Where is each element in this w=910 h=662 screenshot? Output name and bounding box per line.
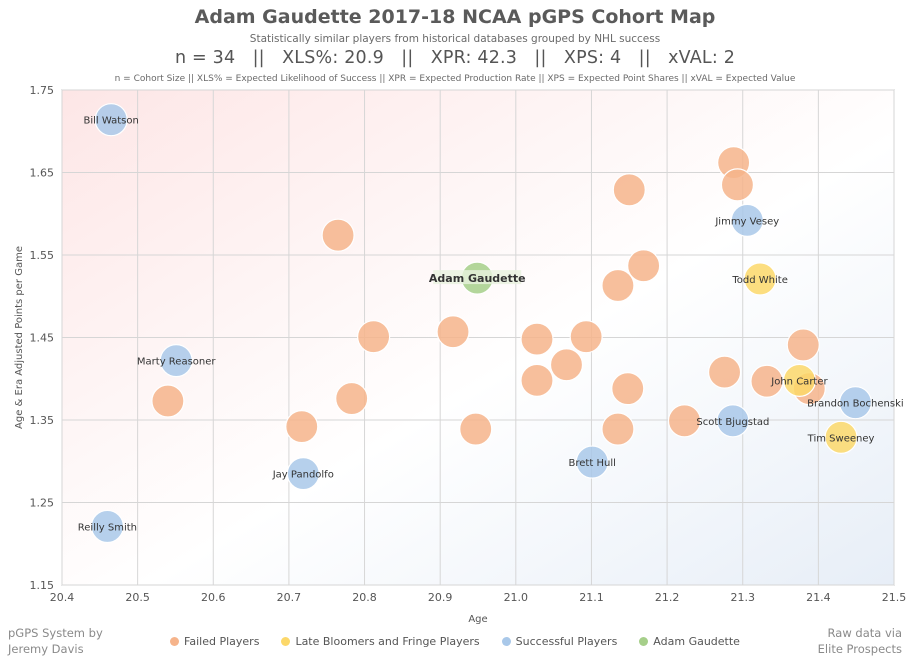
successful-point: [90, 509, 124, 544]
x-tick-label: 21.1: [579, 591, 604, 604]
failed-point: [436, 315, 470, 349]
failed-point: [627, 249, 661, 283]
gridlines: [61, 89, 895, 586]
successful-point: [575, 445, 609, 479]
y-tick-label: 1.35: [30, 414, 55, 427]
failed-point: [786, 328, 820, 362]
successful-point: [716, 404, 750, 438]
failed-point: [459, 412, 493, 446]
point-label: Tim Sweeney: [807, 433, 875, 444]
y-axis-label: Age & Era Adjusted Points per Game: [14, 246, 25, 429]
x-tick-label: 21.3: [730, 591, 755, 604]
successful-point: [159, 344, 193, 378]
x-tick-label: 20.9: [428, 591, 453, 604]
point-label: Jay Pandolfo: [272, 470, 334, 481]
point-label: Todd White: [731, 275, 787, 286]
failed-point: [569, 320, 603, 354]
point-label: Marty Reasoner: [137, 357, 216, 368]
legend-swatch: [501, 637, 511, 646]
successful-point: [286, 457, 320, 491]
failed-point: [357, 320, 391, 354]
x-tick-label: 20.7: [277, 591, 302, 604]
failed-point: [549, 348, 584, 382]
legend-item-failed: Failed Players: [170, 635, 259, 648]
failed-point: [611, 372, 645, 406]
x-tick-label: 20.4: [50, 591, 75, 604]
credit-right-line2: Elite Prospects: [817, 642, 902, 656]
point-label: John Carter: [770, 376, 828, 387]
legend-label: Successful Players: [515, 635, 618, 648]
point-labels: Todd White John Carter Tim Sweeney Bill Wat…: [78, 116, 904, 534]
point-label: Bill Watson: [83, 116, 138, 127]
failed-point: [285, 410, 319, 444]
y-tick-label: 1.15: [30, 579, 55, 592]
late-point: [782, 363, 817, 397]
point-label: Brandon Bochenski: [807, 399, 904, 410]
cohort-stats: n = 34 || XLS%: 20.9 || XPR: 42.3 || XPS…: [174, 48, 736, 68]
y-tick-label: 1.65: [30, 167, 55, 180]
axis-ticks: 20.4 20.5 20.6 20.7 20.8 20.9 21.0 21.1 21.2 21.3…: [30, 84, 907, 604]
legend-swatch: [639, 637, 649, 646]
legend-label: Adam Gaudette: [653, 635, 740, 648]
failed-point: [321, 218, 355, 252]
point-label: Jimmy Vesey: [714, 216, 779, 227]
x-tick-label: 20.6: [201, 591, 226, 604]
successful-point: [730, 203, 764, 237]
point-label: Scott Bjugstad: [696, 417, 769, 428]
y-tick-label: 1.25: [30, 497, 55, 510]
chart-subtitle: Statistically similar players from histo…: [249, 33, 661, 45]
point-label: Brett Hull: [569, 458, 616, 469]
credit-left-line2: Jeremy Davis: [8, 642, 84, 656]
failed-point: [720, 168, 755, 202]
successful-point: [94, 103, 128, 137]
data-points: [90, 103, 873, 544]
x-tick-label: 21.5: [882, 591, 907, 604]
target-label-highlight: [433, 270, 522, 285]
legend: Failed Players Late Bloomers and Fringe P…: [0, 635, 910, 648]
legend-item-target: Adam Gaudette: [639, 635, 740, 648]
legend-swatch: [170, 637, 180, 646]
point-label: Adam Gaudette: [429, 272, 526, 285]
legend-swatch: [281, 637, 291, 646]
successful-point: [838, 386, 873, 420]
x-tick-label: 21.2: [655, 591, 680, 604]
point-label: Reilly Smith: [78, 522, 137, 533]
x-tick-label: 21.0: [504, 591, 529, 604]
legend-item-late: Late Bloomers and Fringe Players: [281, 635, 480, 648]
y-tick-label: 1.75: [30, 84, 55, 97]
failed-point: [520, 322, 554, 356]
failed-point: [667, 404, 702, 438]
abbreviation-note: n = Cohort Size || XLS% = Expected Likel…: [114, 74, 796, 84]
failed-point: [601, 412, 635, 446]
x-tick-label: 20.5: [125, 591, 150, 604]
x-tick-label: 21.4: [806, 591, 831, 604]
late-point: [743, 262, 777, 296]
credit-right-line1: Raw data via: [827, 626, 902, 640]
legend-label: Failed Players: [184, 635, 260, 648]
chart-title: Adam Gaudette 2017-18 NCAA pGPS Cohort M…: [194, 6, 716, 28]
credit-right: Raw data via Elite Prospects: [818, 625, 902, 657]
legend-label: Late Bloomers and Fringe Players: [295, 635, 480, 648]
credit-left-line1: pGPS System by: [8, 626, 103, 640]
y-tick-label: 1.55: [30, 249, 55, 262]
y-tick-label: 1.45: [30, 332, 55, 345]
late-point: [824, 420, 858, 454]
failed-point: [151, 384, 185, 418]
failed-point: [612, 173, 646, 207]
x-axis-label: Age: [468, 614, 487, 625]
credit-left: pGPS System by Jeremy Davis: [8, 625, 103, 657]
failed-point: [707, 355, 742, 389]
failed-point: [335, 381, 369, 416]
failed-point: [601, 268, 635, 303]
legend-item-successful: Successful Players: [501, 635, 618, 648]
x-tick-label: 20.8: [352, 591, 377, 604]
failed-point: [520, 363, 554, 397]
